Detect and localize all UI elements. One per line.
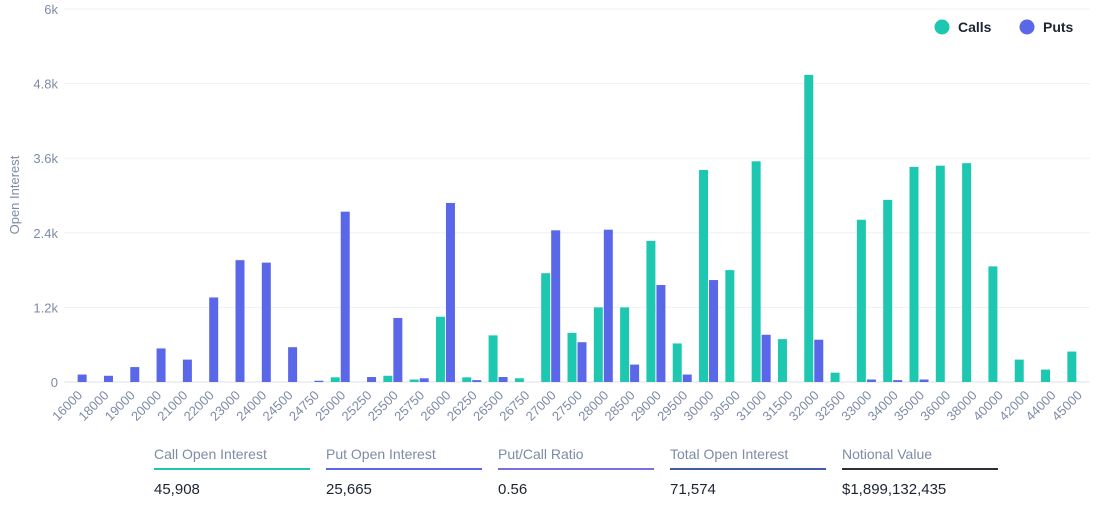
puts-bar-33000[interactable] <box>866 379 876 382</box>
calls-bar-26250[interactable] <box>462 377 472 382</box>
stat-underline <box>154 468 310 470</box>
stat-underline <box>670 468 826 470</box>
legend-item-puts[interactable]: Puts <box>1019 19 1074 35</box>
stat-label: Put/Call Ratio <box>498 446 584 462</box>
puts-bar-25500[interactable] <box>393 317 403 382</box>
puts-bar-26000[interactable] <box>445 202 455 382</box>
calls-bar-32000[interactable] <box>804 74 814 382</box>
puts-bar-24500[interactable] <box>288 347 298 382</box>
stat-call-open-interest: Call Open Interest 45,908 <box>154 446 310 498</box>
puts-bar-26500[interactable] <box>498 377 508 382</box>
calls-bar-30000[interactable] <box>699 170 709 382</box>
puts-bar-16000[interactable] <box>77 374 87 382</box>
stat-label: Put Open Interest <box>326 446 436 462</box>
puts-bar-28500[interactable] <box>630 364 640 382</box>
open-interest-chart: 0 1.2k 2.4k 3.6k 4.8k 6k Open Interest 160001… <box>7 2 1090 424</box>
bars <box>77 74 1077 382</box>
calls-bar-27000[interactable] <box>541 273 551 382</box>
x-axis-ticks: 1600018000190002000021000220002300024000… <box>49 388 1085 424</box>
puts-bar-34000[interactable] <box>893 380 903 382</box>
calls-bar-30500[interactable] <box>725 270 735 382</box>
puts-bar-29000[interactable] <box>656 285 666 382</box>
puts-bar-25750[interactable] <box>419 378 429 382</box>
calls-bar-40000[interactable] <box>988 266 998 382</box>
calls-bar-45000[interactable] <box>1067 351 1077 382</box>
calls-bar-42000[interactable] <box>1014 359 1024 382</box>
puts-legend-label: Puts <box>1043 19 1074 35</box>
stat-label: Total Open Interest <box>670 446 789 462</box>
calls-bar-34000[interactable] <box>883 199 893 382</box>
x-tick-label: 45000 <box>1049 388 1085 424</box>
calls-legend-label: Calls <box>958 19 992 35</box>
calls-bar-27500[interactable] <box>567 332 577 382</box>
stat-value: $1,899,132,435 <box>842 481 947 498</box>
puts-bar-20000[interactable] <box>156 348 166 382</box>
puts-bar-21000[interactable] <box>182 359 192 382</box>
puts-bar-25250[interactable] <box>367 377 377 382</box>
stat-value: 45,908 <box>154 481 200 498</box>
y-tick-label: 3.6k <box>33 151 58 166</box>
calls-bar-44000[interactable] <box>1041 369 1051 382</box>
calls-bar-32500[interactable] <box>830 372 840 382</box>
stat-underline <box>842 468 998 470</box>
y-axis-ticks: 0 1.2k 2.4k 3.6k 4.8k 6k <box>33 2 58 390</box>
puts-bar-29500[interactable] <box>682 374 692 382</box>
y-tick-label: 4.8k <box>33 77 58 92</box>
y-tick-label: 6k <box>44 2 58 17</box>
calls-bar-25500[interactable] <box>383 375 393 382</box>
calls-bar-28500[interactable] <box>620 307 630 382</box>
puts-legend-marker <box>1019 19 1035 35</box>
puts-bar-30000[interactable] <box>709 280 719 382</box>
puts-bar-32000[interactable] <box>814 339 824 382</box>
calls-bar-25750[interactable] <box>409 379 419 382</box>
stat-underline <box>326 468 482 470</box>
puts-bar-27500[interactable] <box>577 342 587 382</box>
puts-bar-22000[interactable] <box>209 297 219 382</box>
puts-bar-19000[interactable] <box>130 367 140 382</box>
calls-bar-31500[interactable] <box>777 339 787 382</box>
y-tick-label: 0 <box>51 375 58 390</box>
calls-bar-28000[interactable] <box>593 307 603 382</box>
calls-bar-31000[interactable] <box>751 161 761 382</box>
puts-bar-24000[interactable] <box>261 262 271 382</box>
stat-underline <box>498 468 654 470</box>
stat-value: 25,665 <box>326 481 372 498</box>
calls-bar-29500[interactable] <box>672 343 682 382</box>
puts-bar-28000[interactable] <box>603 229 613 382</box>
stat-put-open-interest: Put Open Interest 25,665 <box>326 446 482 498</box>
puts-bar-25000[interactable] <box>340 211 350 382</box>
calls-bar-26750[interactable] <box>514 378 524 382</box>
grid-lines <box>64 8 1090 383</box>
y-axis-label: Open Interest <box>7 155 22 234</box>
puts-bar-31000[interactable] <box>761 334 771 382</box>
calls-bar-33000[interactable] <box>856 219 866 382</box>
stat-put-call-ratio: Put/Call Ratio 0.56 <box>498 446 654 498</box>
puts-bar-24750[interactable] <box>314 380 324 382</box>
calls-legend-marker <box>934 19 950 35</box>
summary-stats: Call Open Interest 45,908 Put Open Inter… <box>154 446 1014 498</box>
legend: Calls Puts <box>934 19 1074 35</box>
y-tick-label: 2.4k <box>33 226 58 241</box>
legend-item-calls[interactable]: Calls <box>934 19 992 35</box>
stat-label: Call Open Interest <box>154 446 267 462</box>
calls-bar-26000[interactable] <box>435 316 445 382</box>
calls-bar-36000[interactable] <box>935 165 945 382</box>
puts-bar-23000[interactable] <box>235 260 245 382</box>
puts-bar-18000[interactable] <box>103 375 113 382</box>
y-tick-label: 1.2k <box>33 300 58 315</box>
stat-notional-value: Notional Value $1,899,132,435 <box>842 446 998 498</box>
calls-bar-29000[interactable] <box>646 240 656 382</box>
calls-bar-35000[interactable] <box>909 166 919 382</box>
puts-bar-35000[interactable] <box>919 379 929 382</box>
calls-bar-25000[interactable] <box>330 377 340 382</box>
stat-value: 0.56 <box>498 481 528 498</box>
calls-bar-26500[interactable] <box>488 335 498 382</box>
stat-label: Notional Value <box>842 446 933 462</box>
calls-bar-38000[interactable] <box>962 163 972 382</box>
stat-value: 71,574 <box>670 481 716 498</box>
stat-total-open-interest: Total Open Interest 71,574 <box>670 446 826 498</box>
puts-bar-26250[interactable] <box>472 380 482 382</box>
puts-bar-27000[interactable] <box>551 230 561 382</box>
